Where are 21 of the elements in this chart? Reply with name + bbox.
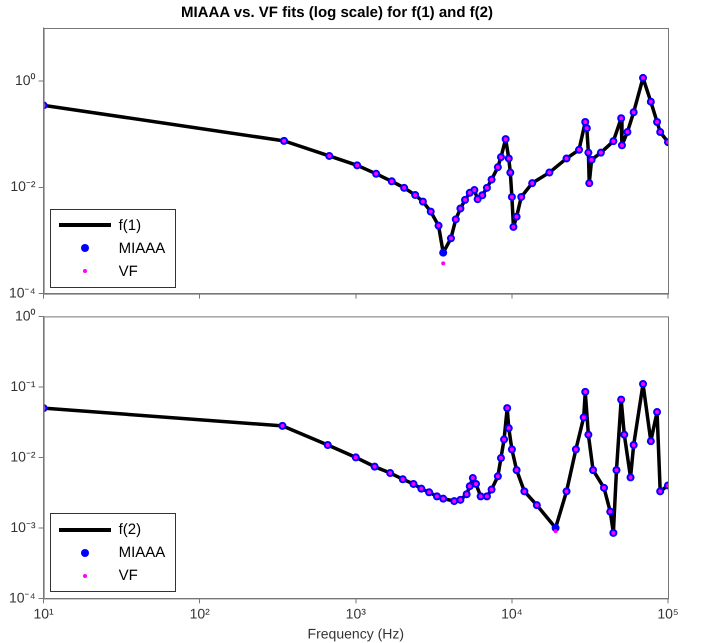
y-tick-label: 10⁻² bbox=[10, 448, 36, 464]
x-axis-title: Frequency (Hz) bbox=[308, 625, 404, 642]
legend-label: MIAAA bbox=[118, 240, 166, 257]
x-tick-label: 10⁴ bbox=[501, 606, 523, 622]
y-tick-label: 10⁻² bbox=[10, 178, 36, 194]
y-tick-label: 10⁰ bbox=[15, 72, 36, 88]
legend-label: f(2) bbox=[118, 521, 142, 538]
chart-title: MIAAA vs. VF fits (log scale) for f(1) and f(2) bbox=[181, 4, 493, 22]
y-tick-label: 10⁻⁴ bbox=[8, 589, 36, 606]
y-tick-label: 10⁻³ bbox=[10, 518, 36, 535]
x-tick-label: 10² bbox=[190, 606, 210, 622]
legend-label: f(1) bbox=[118, 216, 142, 234]
y-tick-label: 10⁰ bbox=[15, 307, 36, 324]
y-tick-label: 10⁻⁴ bbox=[8, 284, 36, 300]
legend-label: MIAAA bbox=[118, 544, 166, 562]
legend-label: VF bbox=[118, 567, 138, 584]
x-tick-label: 10³ bbox=[346, 606, 366, 622]
legend-label: VF bbox=[118, 262, 138, 280]
x-tick-label: 10⁵ bbox=[657, 606, 679, 622]
y-tick-label: 10⁻¹ bbox=[10, 378, 36, 394]
x-tick-label: 10¹ bbox=[33, 606, 54, 622]
